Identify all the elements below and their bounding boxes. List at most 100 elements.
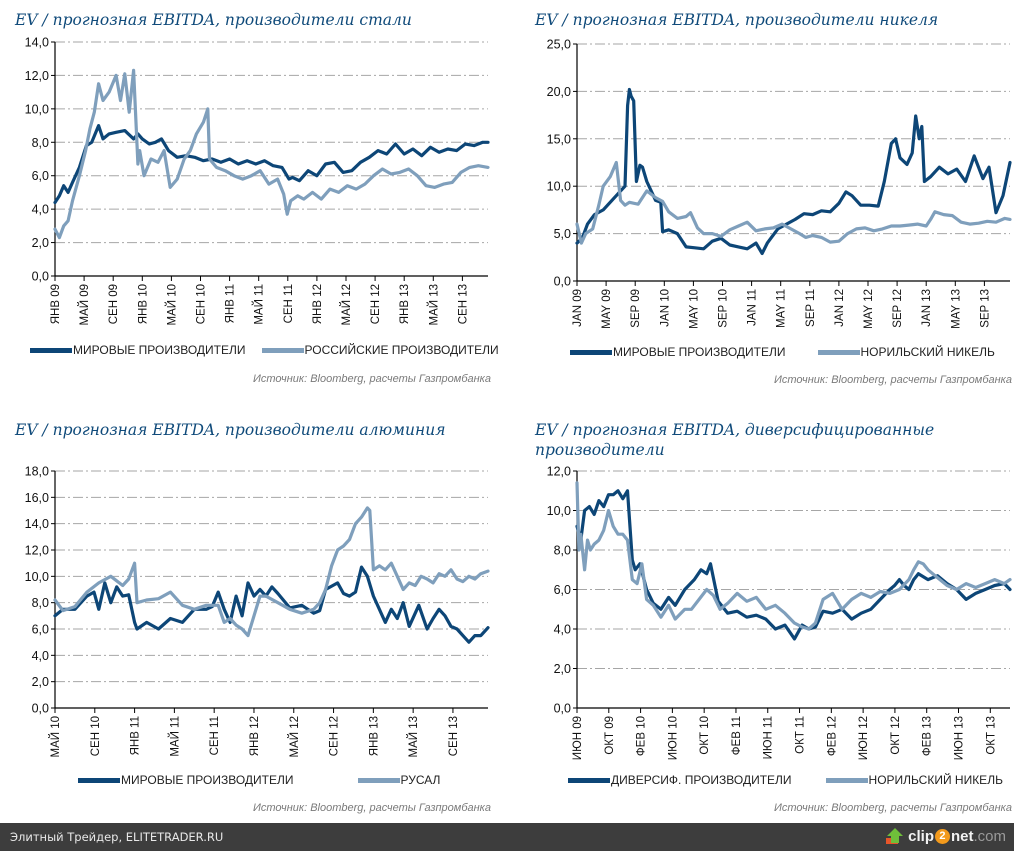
x-tick-label: JAN 13	[921, 289, 933, 327]
y-tick-label: 10,0	[25, 570, 49, 584]
x-tick-label: ЯНВ 13	[399, 284, 411, 324]
x-tick-label: MAY 10	[688, 289, 700, 329]
x-tick-label: ИЮН 13	[953, 716, 965, 760]
y-tick-label: 4,0	[554, 623, 571, 637]
y-tick-label: 0,0	[554, 275, 571, 289]
chart-aluminium: 0,0 2,0 4,0 6,0 8,0 10,0 12,0 14,0 16,0 18,0 МАЙ 1…	[25, 465, 490, 758]
y-tick-label: 6,0	[32, 623, 49, 637]
legend-label-russian: РОССИЙСКИЕ ПРОИЗВОДИТЕЛИ	[304, 343, 499, 357]
source-note-steel: Источник: Bloomberg, расчеты Газпромбанк…	[253, 373, 491, 385]
y-tick-label: 10,0	[25, 102, 49, 116]
y-tick-label: 0,0	[32, 270, 49, 284]
x-tick-label: SEP 11	[805, 289, 817, 327]
clip2net-logo[interactable]: clip 2 net .com	[885, 827, 1006, 845]
y-tick-label: 0,0	[554, 702, 571, 716]
series-line-secondary	[575, 481, 1012, 631]
x-tick-label: ИЮН 12	[858, 716, 870, 760]
legend-label-world: МИРОВЫЕ ПРОИЗВОДИТЕЛИ	[613, 345, 786, 359]
legend-label-world: МИРОВЫЕ ПРОИЗВОДИТЕЛИ	[73, 343, 246, 357]
legend-swatch-world	[570, 349, 612, 355]
brand-digit: 2	[934, 828, 950, 844]
y-tick-label: 25,0	[547, 38, 571, 52]
y-tick-label: 12,0	[25, 544, 49, 558]
x-tick-label: ОКТ 09	[604, 716, 616, 755]
x-tick-label: ЯНВ 13	[368, 716, 380, 756]
x-tick-label: МАЙ 12	[288, 716, 301, 758]
y-tick-label: 8,0	[32, 596, 49, 610]
x-tick-label: СЕН 12	[329, 716, 341, 756]
source-note-nickel: Источник: Bloomberg, расчеты Газпромбанк…	[774, 374, 1012, 386]
footer-bar: Элитный Трейдер, ELITETRADER.RU clip 2 net…	[0, 823, 1014, 851]
chart-title-nickel: EV / прогнозная EBITDA, производители ни…	[535, 11, 939, 29]
legend-aluminium: МИРОВЫЕ ПРОИЗВОДИТЕЛИ РУСАЛ	[78, 773, 440, 787]
brand-main: net	[950, 827, 974, 845]
legend-label-diversified: ДИВЕРСИФ. ПРОИЗВОДИТЕЛИ	[611, 773, 792, 787]
chart-diversified: 0,0 2,0 4,0 6,0 8,0 10,0 12,0 ИЮН 09 ОКТ 09 ФЕВ 1…	[547, 465, 1012, 760]
y-tick-label: 14,0	[25, 517, 49, 531]
legend-label-norilsk: НОРИЛЬСКИЙ НИКЕЛЬ	[868, 773, 1003, 787]
x-tick-label: МАЙ 11	[253, 284, 266, 325]
x-tick-label: ОКТ 12	[890, 716, 902, 755]
upload-arrow-icon	[886, 828, 904, 844]
y-tick-label: 6,0	[554, 583, 571, 597]
series-line-primary	[53, 123, 490, 205]
x-tick-label: SEP 13	[979, 289, 991, 328]
chart-title-aluminium: EV / прогнозная EBITDA, производители ал…	[15, 421, 446, 439]
x-tick-label: ФЕВ 12	[826, 716, 838, 756]
x-tick-label: MAY 09	[601, 289, 613, 329]
y-tick-label: 16,0	[25, 491, 49, 505]
chart-nickel: 0,0 5,0 10,0 15,0 20,0 25,0 JAN 09 MAY 09 SEP 09…	[547, 38, 1012, 329]
series-line-primary	[575, 87, 1012, 256]
legend-swatch-world	[30, 347, 72, 353]
x-tick-label: ЯНВ 11	[130, 716, 142, 755]
y-tick-label: 5,0	[554, 227, 571, 241]
x-tick-label: ЯНВ 12	[312, 284, 324, 324]
y-tick-label: 10,0	[547, 180, 571, 194]
legend-label-rusal: РУСАЛ	[400, 773, 441, 787]
y-tick-label: 10,0	[547, 504, 571, 518]
x-tick-label: МАЙ 11	[168, 716, 181, 757]
y-tick-label: 8,0	[554, 544, 571, 558]
y-tick-label: 4,0	[32, 203, 49, 217]
x-tick-label: MAY 13	[950, 289, 962, 329]
x-tick-label: ЯНВ 09	[50, 284, 62, 324]
legend-swatch-diversified	[568, 777, 610, 783]
x-tick-label: СЕН 09	[108, 284, 120, 324]
x-tick-label: МАЙ 13	[427, 284, 440, 326]
legend-swatch-norilsk	[817, 349, 860, 355]
brand-domain: .com	[973, 827, 1006, 845]
y-tick-label: 2,0	[32, 236, 49, 250]
series-line-primary	[575, 489, 1012, 641]
x-tick-label: МАЙ 12	[340, 284, 353, 326]
x-tick-label: ИЮН 10	[667, 716, 679, 760]
footer-credit: Элитный Трейдер, ELITETRADER.RU	[10, 830, 224, 844]
legend-label-norilsk: НОРИЛЬСКИЙ НИКЕЛЬ	[860, 345, 995, 359]
x-tick-label: МАЙ 10	[49, 716, 62, 758]
legend-label-world: МИРОВЫЕ ПРОИЗВОДИТЕЛИ	[121, 773, 294, 787]
y-tick-label: 15,0	[547, 132, 571, 146]
legend-nickel: МИРОВЫЕ ПРОИЗВОДИТЕЛИ НОРИЛЬСКИЙ НИКЕЛЬ	[570, 345, 995, 359]
series-line-primary	[53, 565, 490, 644]
x-tick-label: ОКТ 13	[985, 716, 997, 755]
x-tick-label: СЕН 13	[448, 716, 460, 756]
x-tick-label: ИЮН 11	[763, 716, 775, 759]
legend-swatch-world	[78, 777, 120, 783]
y-tick-label: 0,0	[32, 702, 49, 716]
legend-steel: МИРОВЫЕ ПРОИЗВОДИТЕЛИ РОССИЙСКИЕ ПРОИЗВО…	[30, 343, 499, 357]
x-tick-label: SEP 10	[717, 289, 729, 328]
y-tick-label: 2,0	[554, 662, 571, 676]
y-tick-label: 20,0	[547, 85, 571, 99]
chart-title-diversified: EV / прогнозная EBITDA, диверсифицирован…	[535, 421, 935, 459]
legend-swatch-russian	[261, 347, 304, 353]
series-line-secondary	[575, 160, 1012, 245]
x-tick-label: СЕН 10	[90, 716, 102, 756]
legend-swatch-rusal	[357, 777, 400, 783]
x-tick-label: МАЙ 10	[165, 284, 178, 326]
legend-diversified: ДИВЕРСИФ. ПРОИЗВОДИТЕЛИ НОРИЛЬСКИЙ НИКЕЛ…	[568, 773, 1003, 787]
source-note-diversified: Источник: Bloomberg, расчеты Газпромбанк…	[774, 802, 1012, 814]
y-tick-label: 8,0	[32, 136, 49, 150]
y-tick-label: 12,0	[547, 465, 571, 479]
brand-prefix: clip	[908, 827, 934, 845]
x-tick-label: MAY 11	[776, 289, 788, 328]
x-tick-label: ЯНВ 12	[249, 716, 261, 756]
